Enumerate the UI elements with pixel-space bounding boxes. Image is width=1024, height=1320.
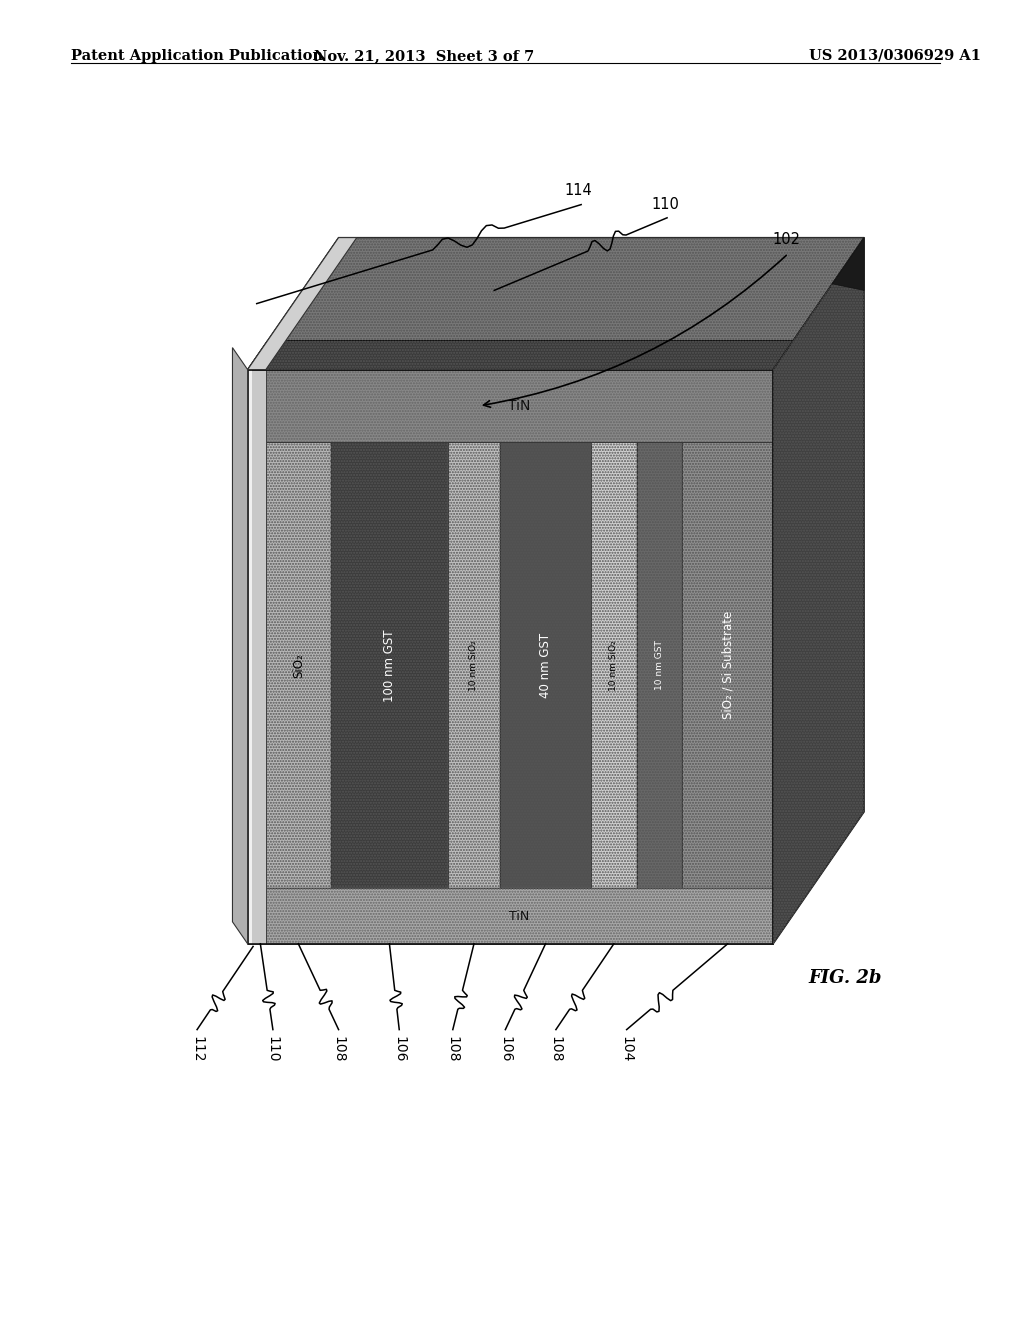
Bar xyxy=(266,442,331,888)
Text: Patent Application Publication: Patent Application Publication xyxy=(71,49,323,63)
Bar xyxy=(500,442,591,888)
Text: 100 nm GST: 100 nm GST xyxy=(383,630,396,701)
Bar xyxy=(682,442,773,888)
Text: 110: 110 xyxy=(266,1036,280,1063)
Bar xyxy=(682,442,773,888)
Text: 104: 104 xyxy=(620,1036,634,1063)
Text: 10 nm SiO₂: 10 nm SiO₂ xyxy=(609,640,618,690)
Text: 108: 108 xyxy=(332,1036,345,1063)
Bar xyxy=(266,370,773,442)
Text: Nov. 21, 2013  Sheet 3 of 7: Nov. 21, 2013 Sheet 3 of 7 xyxy=(314,49,535,63)
Bar xyxy=(266,442,331,888)
Bar xyxy=(248,370,266,944)
Text: US 2013/0306929 A1: US 2013/0306929 A1 xyxy=(809,49,981,63)
Text: 108: 108 xyxy=(549,1036,563,1063)
Text: SiO₂: SiO₂ xyxy=(292,653,305,677)
Bar xyxy=(266,888,773,944)
Bar xyxy=(591,442,637,888)
Bar xyxy=(500,442,591,888)
Text: 108: 108 xyxy=(445,1036,460,1063)
Text: SiO₂ / Si Substrate: SiO₂ / Si Substrate xyxy=(721,611,734,719)
Polygon shape xyxy=(248,341,794,370)
Polygon shape xyxy=(773,238,864,944)
Bar xyxy=(447,442,500,888)
Bar xyxy=(248,370,252,944)
Text: 106: 106 xyxy=(392,1036,407,1063)
Bar xyxy=(248,370,773,944)
Bar xyxy=(591,442,637,888)
Text: 112: 112 xyxy=(190,1036,204,1063)
Bar xyxy=(447,442,500,888)
Bar xyxy=(637,442,682,888)
Bar xyxy=(266,888,773,944)
Text: 106: 106 xyxy=(499,1036,512,1063)
Text: 10 nm SiO₂: 10 nm SiO₂ xyxy=(469,640,478,690)
Polygon shape xyxy=(248,238,864,370)
Text: 110: 110 xyxy=(651,197,679,211)
Bar xyxy=(331,442,447,888)
Text: TiN: TiN xyxy=(508,399,530,413)
Bar xyxy=(266,370,773,442)
Text: 40 nm GST: 40 nm GST xyxy=(539,632,552,698)
Text: 10 nm GST: 10 nm GST xyxy=(655,640,664,690)
Bar xyxy=(331,442,447,888)
Bar xyxy=(637,442,682,888)
Text: TiN: TiN xyxy=(509,909,529,923)
Polygon shape xyxy=(232,347,248,944)
Text: FIG. 2b: FIG. 2b xyxy=(809,969,882,987)
Polygon shape xyxy=(833,238,864,290)
Polygon shape xyxy=(248,238,356,370)
Text: 102: 102 xyxy=(772,232,801,247)
Text: 114: 114 xyxy=(564,183,592,198)
